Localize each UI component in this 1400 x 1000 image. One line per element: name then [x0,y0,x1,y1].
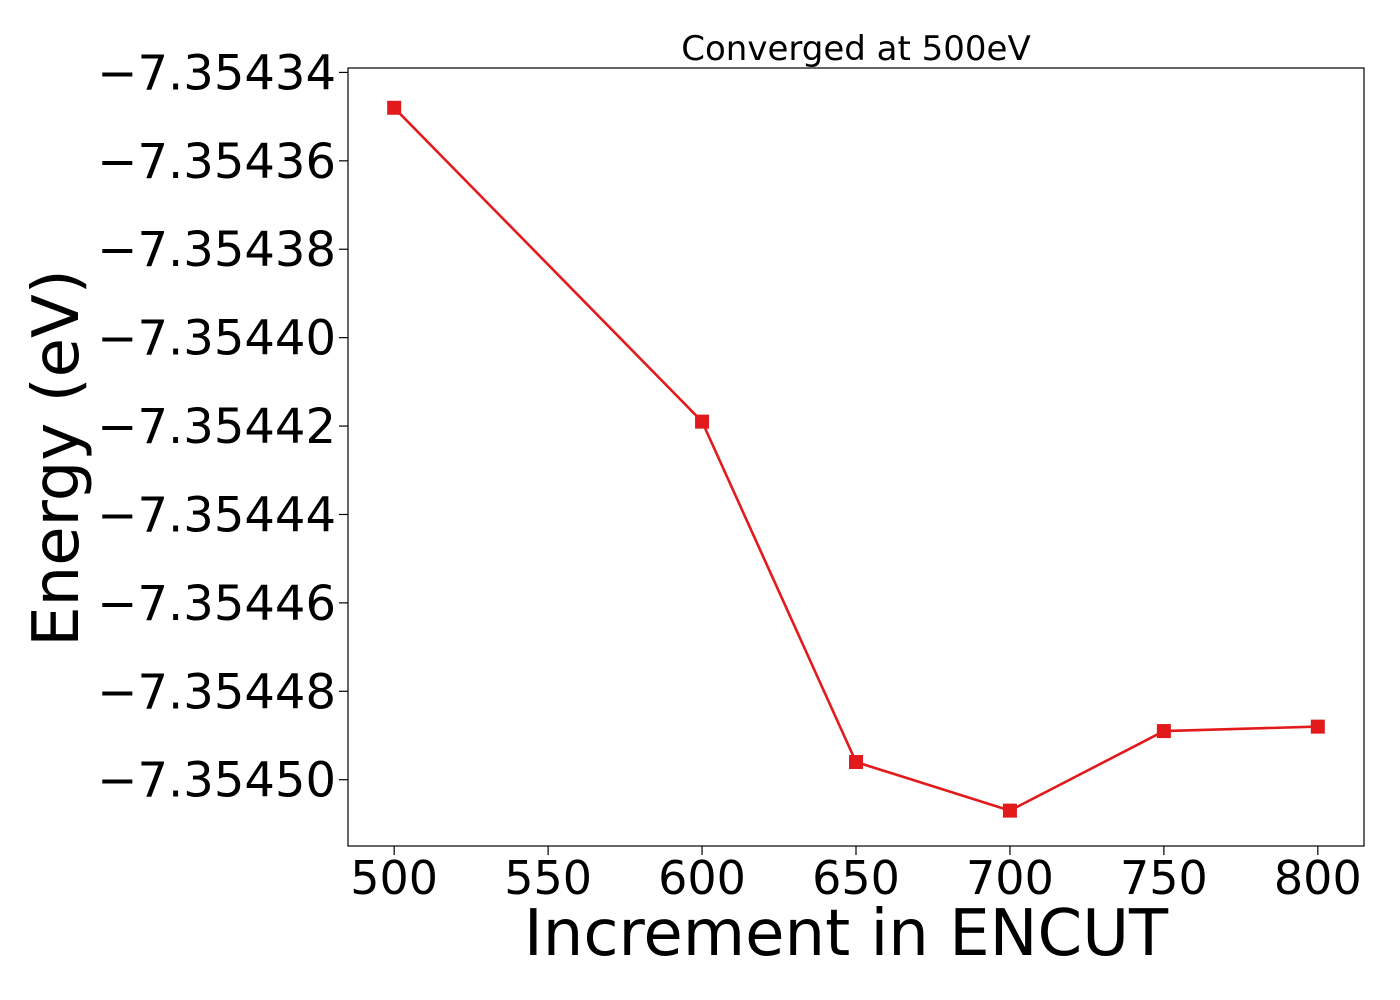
x-tick-label: 750 [1120,851,1208,905]
series-layer [387,100,1325,818]
series-line [393,106,1318,813]
data-point [1156,724,1171,739]
y-tick-label: −7.35438 [97,222,336,278]
data-point [1310,719,1325,734]
data-point [849,755,863,770]
y-tick-label: −7.35434 [97,45,336,101]
y-axis-label: Energy (eV) [20,269,94,647]
y-tick-label: −7.35436 [97,134,336,190]
y-tick-label: −7.35450 [97,753,336,809]
y-tick-label: −7.35442 [97,399,336,455]
y-axis: −7.35434 −7.35436 −7.35438 −7.35440 −7.35442… [97,45,348,809]
y-tick-label: −7.35446 [97,576,336,632]
data-point [387,100,402,115]
x-tick-label: 550 [504,851,592,905]
x-axis-label: Increment in ENCUT [524,897,1169,971]
x-axis: 500 550 600 650 700 750 800 [350,846,1362,905]
x-tick-label: 500 [350,851,438,905]
x-tick-label: 650 [812,851,900,905]
y-tick-label: −7.35444 [97,487,336,543]
x-tick-label: 800 [1274,851,1362,905]
data-point [1002,803,1017,818]
data-point [695,414,710,429]
x-tick-label: 600 [658,851,746,905]
y-tick-label: −7.35440 [97,311,336,367]
y-tick-label: −7.35448 [97,664,336,720]
chart-title: Converged at 500eV [681,29,1030,69]
x-tick-label: 700 [966,851,1054,905]
